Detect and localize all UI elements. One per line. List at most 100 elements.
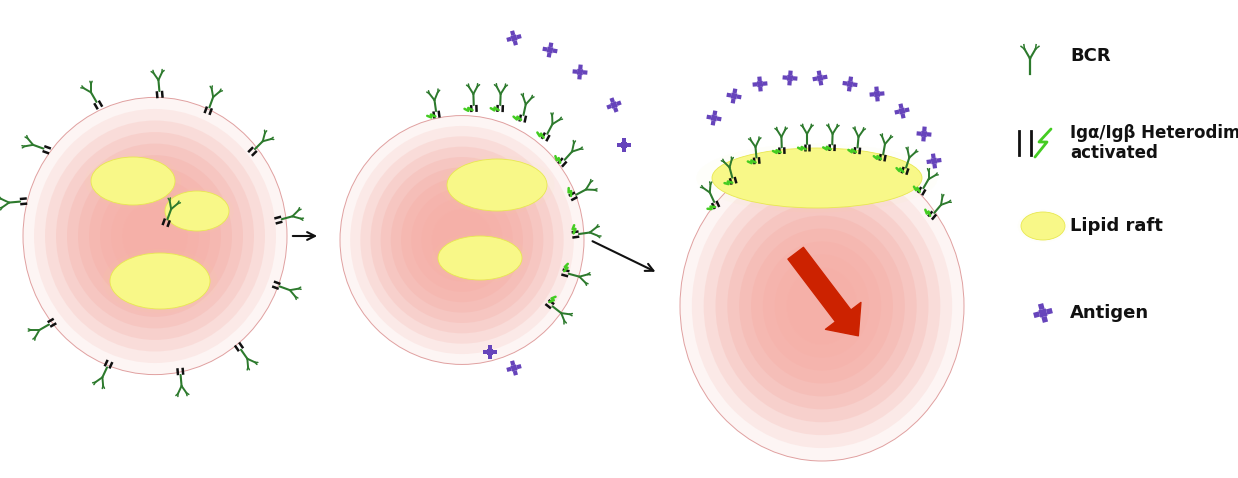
Polygon shape <box>756 81 763 87</box>
Ellipse shape <box>391 167 534 313</box>
Polygon shape <box>621 148 626 152</box>
Ellipse shape <box>463 167 531 203</box>
Polygon shape <box>758 76 761 81</box>
Polygon shape <box>552 48 557 54</box>
Polygon shape <box>792 76 797 81</box>
Ellipse shape <box>1037 223 1049 229</box>
Polygon shape <box>493 350 498 354</box>
Ellipse shape <box>810 293 834 319</box>
Polygon shape <box>812 76 817 81</box>
Polygon shape <box>488 355 491 359</box>
Ellipse shape <box>340 116 584 364</box>
Polygon shape <box>621 142 626 148</box>
Polygon shape <box>617 100 621 106</box>
Ellipse shape <box>680 151 964 461</box>
Ellipse shape <box>104 164 162 197</box>
Polygon shape <box>572 69 577 74</box>
Polygon shape <box>787 75 794 81</box>
Ellipse shape <box>144 225 166 248</box>
Polygon shape <box>510 360 515 366</box>
Ellipse shape <box>100 178 210 294</box>
Ellipse shape <box>78 155 232 317</box>
Polygon shape <box>916 131 921 136</box>
Ellipse shape <box>432 209 493 271</box>
Text: BCR: BCR <box>1070 47 1110 65</box>
Polygon shape <box>1039 308 1047 317</box>
Polygon shape <box>711 115 717 121</box>
Ellipse shape <box>411 188 513 292</box>
Polygon shape <box>905 108 910 112</box>
Polygon shape <box>510 34 517 42</box>
Polygon shape <box>848 76 853 81</box>
Text: Antigen: Antigen <box>1070 304 1149 322</box>
Polygon shape <box>516 34 521 39</box>
Polygon shape <box>900 113 905 119</box>
Ellipse shape <box>114 255 206 307</box>
Polygon shape <box>547 53 552 58</box>
Ellipse shape <box>447 159 547 211</box>
Ellipse shape <box>769 164 865 192</box>
Polygon shape <box>506 37 511 42</box>
Ellipse shape <box>89 167 222 305</box>
Polygon shape <box>712 110 717 116</box>
Ellipse shape <box>94 159 172 203</box>
Polygon shape <box>931 153 936 158</box>
Ellipse shape <box>132 213 177 259</box>
Ellipse shape <box>167 193 227 229</box>
Polygon shape <box>1032 311 1040 318</box>
Polygon shape <box>789 70 792 75</box>
Ellipse shape <box>451 161 543 209</box>
Polygon shape <box>548 43 553 47</box>
Polygon shape <box>874 87 879 91</box>
Ellipse shape <box>1023 213 1063 239</box>
Ellipse shape <box>350 126 574 354</box>
Ellipse shape <box>111 190 199 282</box>
Ellipse shape <box>370 147 553 333</box>
Polygon shape <box>513 40 517 46</box>
Polygon shape <box>513 370 517 376</box>
Ellipse shape <box>175 197 219 225</box>
Polygon shape <box>730 93 738 99</box>
Polygon shape <box>733 88 738 94</box>
Ellipse shape <box>452 229 472 250</box>
Polygon shape <box>487 349 493 355</box>
Ellipse shape <box>165 191 229 231</box>
Polygon shape <box>730 98 735 104</box>
Ellipse shape <box>149 274 172 287</box>
Polygon shape <box>874 91 880 97</box>
Polygon shape <box>1037 303 1045 310</box>
Polygon shape <box>1041 316 1049 323</box>
Polygon shape <box>727 93 732 98</box>
Ellipse shape <box>744 157 889 199</box>
Ellipse shape <box>751 228 893 383</box>
Ellipse shape <box>124 175 142 186</box>
Ellipse shape <box>442 219 483 261</box>
Polygon shape <box>869 92 874 97</box>
Polygon shape <box>787 81 792 86</box>
Polygon shape <box>932 163 937 169</box>
Polygon shape <box>931 158 937 164</box>
Ellipse shape <box>703 177 941 435</box>
Polygon shape <box>607 104 612 109</box>
Polygon shape <box>847 87 852 92</box>
Ellipse shape <box>1021 212 1065 240</box>
Ellipse shape <box>92 157 175 205</box>
Polygon shape <box>926 159 931 164</box>
Polygon shape <box>613 107 619 113</box>
Ellipse shape <box>721 151 914 206</box>
Ellipse shape <box>775 254 869 358</box>
Polygon shape <box>506 367 511 372</box>
Ellipse shape <box>114 170 152 192</box>
FancyArrowPatch shape <box>787 247 860 336</box>
Polygon shape <box>899 108 905 115</box>
Polygon shape <box>921 131 927 137</box>
Polygon shape <box>753 82 758 87</box>
Ellipse shape <box>125 261 194 300</box>
Ellipse shape <box>728 203 916 409</box>
Polygon shape <box>880 91 885 96</box>
Polygon shape <box>763 81 768 86</box>
Polygon shape <box>782 75 787 80</box>
Polygon shape <box>875 97 880 101</box>
Polygon shape <box>609 98 615 103</box>
Polygon shape <box>842 81 847 86</box>
